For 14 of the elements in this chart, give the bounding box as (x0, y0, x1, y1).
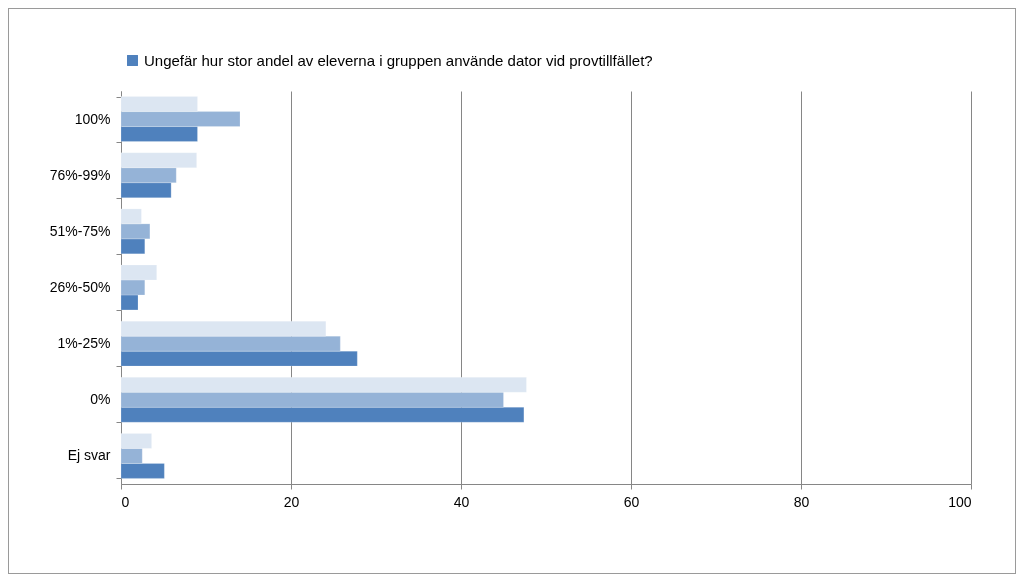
y-tick-label: 100% (74, 110, 111, 127)
y-tick-label: 1%-25% (57, 335, 111, 352)
x-tick-label: 100 (948, 493, 972, 510)
y-tick-label: 76%-99% (49, 166, 111, 183)
y-tick-label: Ej svar (67, 447, 111, 464)
x-tick-label: 20 (283, 493, 300, 510)
y-tick-label: 0% (90, 391, 111, 408)
x-tick-label: 0 (121, 493, 130, 510)
x-tick-label: 60 (623, 493, 640, 510)
y-tick-label: 51%-75% (49, 222, 111, 239)
legend-label: Ungefär hur stor andel av eleverna i gruppen använde dator vid provtillfället? (144, 51, 653, 69)
x-tick-label: 40 (453, 493, 470, 510)
y-tick-label: 26%-50% (49, 279, 111, 295)
x-tick-label: 80 (793, 493, 810, 510)
